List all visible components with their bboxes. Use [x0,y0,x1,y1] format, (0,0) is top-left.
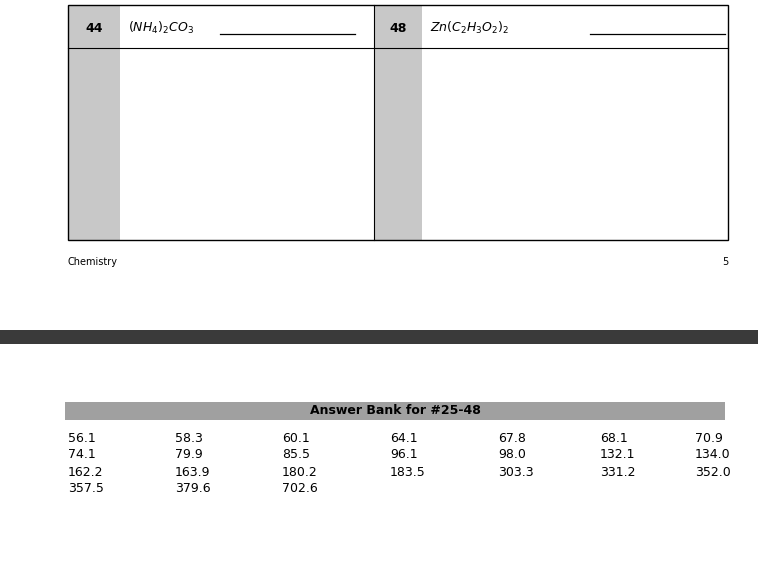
Text: 85.5: 85.5 [282,448,310,462]
Text: 56.1: 56.1 [68,431,96,445]
Text: Answer Bank for #25-48: Answer Bank for #25-48 [309,404,481,417]
Text: 5: 5 [722,257,728,267]
Text: 132.1: 132.1 [600,448,635,462]
Text: 162.2: 162.2 [68,465,104,479]
Text: 357.5: 357.5 [68,482,104,496]
Text: 180.2: 180.2 [282,465,318,479]
Text: $Zn(C_2H_3O_2)_2$: $Zn(C_2H_3O_2)_2$ [430,20,509,36]
Text: 96.1: 96.1 [390,448,418,462]
Text: 303.3: 303.3 [498,465,534,479]
Text: 183.5: 183.5 [390,465,426,479]
Text: 58.3: 58.3 [175,431,203,445]
Text: 74.1: 74.1 [68,448,96,462]
Text: Chemistry: Chemistry [68,257,118,267]
Text: 379.6: 379.6 [175,482,211,496]
Text: 44: 44 [85,22,103,35]
Text: 163.9: 163.9 [175,465,211,479]
Bar [65,402,725,420]
Text: 70.9: 70.9 [695,431,723,445]
Bar [0,330,758,344]
Text: 331.2: 331.2 [600,465,635,479]
Text: $(NH_4)_2CO_3$: $(NH_4)_2CO_3$ [128,20,194,36]
Text: 702.6: 702.6 [282,482,318,496]
Text: 98.0: 98.0 [498,448,526,462]
Bar [68,5,728,240]
Bar [374,5,422,240]
Text: 48: 48 [390,22,407,35]
Text: 352.0: 352.0 [695,465,731,479]
Text: 64.1: 64.1 [390,431,418,445]
Text: 68.1: 68.1 [600,431,628,445]
Text: 79.9: 79.9 [175,448,202,462]
Bar [68,5,120,240]
Text: 67.8: 67.8 [498,431,526,445]
Text: 60.1: 60.1 [282,431,310,445]
Text: 134.0: 134.0 [695,448,731,462]
Bar [68,5,728,240]
